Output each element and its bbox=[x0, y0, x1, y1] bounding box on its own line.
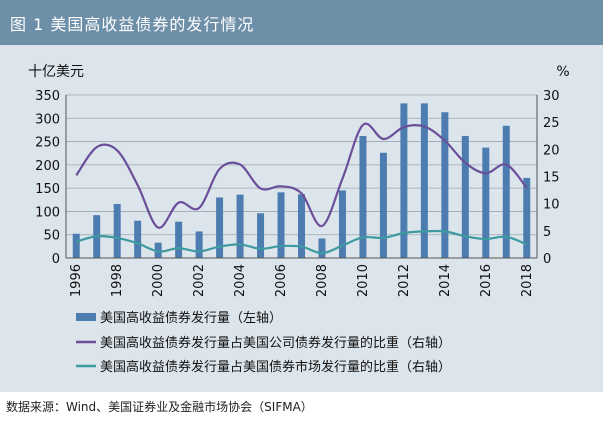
y-right-tick-label: 20 bbox=[543, 143, 560, 158]
bar bbox=[502, 125, 510, 258]
bar bbox=[298, 194, 305, 258]
x-tick-label: 2016 bbox=[479, 264, 494, 297]
y-right-tick-label: 0 bbox=[543, 252, 551, 267]
y-right-tick-label: 15 bbox=[543, 171, 560, 186]
legend-label: 美国高收益债券发行量占美国债券市场发行量的比重（右轴） bbox=[100, 359, 451, 375]
x-tick-label: 2006 bbox=[274, 264, 289, 297]
x-tick-label: 2018 bbox=[520, 264, 535, 297]
bar bbox=[379, 152, 387, 258]
y-left-tick-label: 200 bbox=[35, 159, 60, 174]
figure-title-bar: 图 1 美国高收益债券的发行情况 bbox=[0, 0, 603, 45]
bar-series bbox=[72, 103, 531, 258]
x-tick-label: 2012 bbox=[397, 264, 412, 297]
x-tick-label: 2014 bbox=[438, 264, 453, 297]
y-left-tick-label: 350 bbox=[35, 89, 60, 104]
bar bbox=[154, 242, 162, 258]
bar bbox=[523, 177, 531, 258]
y-left-tick-label: 150 bbox=[35, 182, 60, 197]
left-axis-label: 十亿美元 bbox=[28, 64, 84, 80]
chart-ticks: 0 50 100 150 200 250 300 350 0 5 10 15 20 25 30 1996 199… bbox=[35, 89, 559, 297]
bar bbox=[482, 147, 490, 258]
x-tick-label: 2000 bbox=[151, 264, 166, 297]
chart: 0 50 100 150 200 250 300 350 0 5 10 15 20 25 30 1996 199… bbox=[28, 64, 570, 375]
y-right-tick-label: 30 bbox=[543, 89, 560, 104]
line-series bbox=[75, 122, 528, 255]
chart-legend: 美国高收益债券发行量（左轴） 美国高收益债券发行量占美国公司债券发行量的比重（右轴… bbox=[76, 310, 451, 375]
right-axis-label: % bbox=[556, 64, 569, 80]
y-left-tick-label: 300 bbox=[35, 112, 60, 127]
bar bbox=[400, 103, 408, 258]
bar bbox=[257, 213, 265, 258]
line-series-1 bbox=[75, 122, 528, 229]
y-left-tick-label: 0 bbox=[52, 252, 60, 267]
bar bbox=[441, 112, 449, 258]
y-right-tick-label: 10 bbox=[543, 198, 560, 213]
y-left-tick-label: 50 bbox=[43, 229, 60, 244]
bar bbox=[420, 103, 428, 258]
chart-axes bbox=[65, 95, 538, 259]
bar bbox=[134, 220, 142, 258]
line-series-2 bbox=[75, 229, 528, 255]
bar bbox=[113, 203, 121, 258]
bar bbox=[195, 231, 203, 258]
bar bbox=[359, 135, 367, 258]
bar bbox=[236, 194, 244, 258]
bar bbox=[338, 190, 346, 258]
bar bbox=[461, 135, 469, 258]
x-tick-label: 1998 bbox=[110, 264, 125, 297]
bar bbox=[72, 233, 80, 258]
legend-label: 美国高收益债券发行量（左轴） bbox=[100, 310, 282, 326]
x-tick-label: 2002 bbox=[192, 264, 207, 297]
legend-label: 美国高收益债券发行量占美国公司债券发行量的比重（右轴） bbox=[100, 335, 451, 351]
bar bbox=[277, 192, 285, 258]
bar bbox=[175, 221, 183, 258]
bar bbox=[318, 238, 326, 258]
y-left-tick-label: 100 bbox=[35, 205, 60, 220]
x-tick-label: 2004 bbox=[233, 264, 248, 297]
x-tick-label: 2010 bbox=[356, 264, 371, 297]
figure-title: 图 1 美国高收益债券的发行情况 bbox=[10, 14, 255, 34]
y-right-tick-label: 5 bbox=[543, 225, 551, 240]
source-note: 数据来源：Wind、美国证券业及金融市场协会（SIFMA） bbox=[6, 400, 313, 414]
bar bbox=[216, 197, 224, 258]
x-tick-label: 1996 bbox=[69, 264, 84, 297]
legend-swatch-bar bbox=[76, 313, 96, 321]
x-tick-label: 2008 bbox=[315, 264, 330, 297]
y-right-tick-label: 25 bbox=[543, 116, 560, 131]
y-left-tick-label: 250 bbox=[35, 136, 60, 151]
